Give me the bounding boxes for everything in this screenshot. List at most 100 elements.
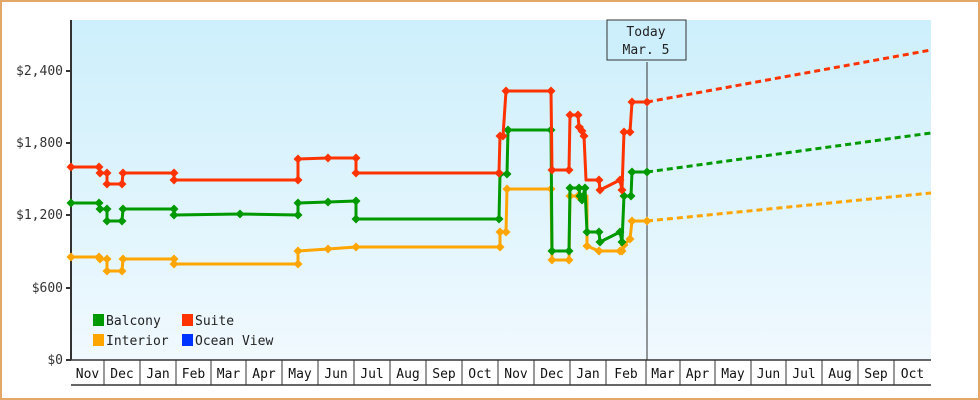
balcony-data-point[interactable] xyxy=(642,167,652,177)
balcony-data-point[interactable] xyxy=(102,204,112,214)
interior-data-point[interactable] xyxy=(547,255,557,265)
interior-data-point[interactable] xyxy=(495,227,505,237)
suite-data-point[interactable] xyxy=(323,153,333,163)
interior-data-point[interactable] xyxy=(293,259,303,269)
legend-item-label[interactable]: Balcony xyxy=(106,314,161,329)
balcony-data-point[interactable] xyxy=(351,214,361,224)
legend-item-label[interactable]: Ocean View xyxy=(195,334,273,349)
suite-data-point[interactable] xyxy=(501,86,511,96)
month-label: Oct xyxy=(901,367,924,382)
month-label: Jul xyxy=(360,367,383,382)
legend-item-label[interactable]: Suite xyxy=(195,314,234,329)
balcony-data-point[interactable] xyxy=(494,214,504,224)
suite-data-point[interactable] xyxy=(625,127,635,137)
suite-data-point[interactable] xyxy=(617,185,627,195)
suite-data-point[interactable] xyxy=(169,168,179,178)
suite-data-point[interactable] xyxy=(564,165,574,175)
balcony-data-point[interactable] xyxy=(102,216,112,226)
balcony-data-point[interactable] xyxy=(351,196,361,206)
suite-data-point[interactable] xyxy=(117,179,127,189)
interior-data-point[interactable] xyxy=(495,242,505,252)
suite-data-point[interactable] xyxy=(66,162,76,172)
suite-data-point[interactable] xyxy=(498,131,508,141)
interior-data-point[interactable] xyxy=(564,255,574,265)
interior-data-point[interactable] xyxy=(594,246,604,256)
interior-data-point[interactable] xyxy=(95,254,105,264)
y-tick-label: $600 xyxy=(32,281,63,296)
month-label: Apr xyxy=(252,367,276,382)
suite-data-point[interactable] xyxy=(619,127,629,137)
suite-data-point[interactable] xyxy=(293,175,303,185)
balcony-data-point[interactable] xyxy=(565,183,575,193)
suite-data-point[interactable] xyxy=(615,175,625,185)
balcony-data-point[interactable] xyxy=(594,227,604,237)
interior-data-point[interactable] xyxy=(501,227,511,237)
suite-data-point[interactable] xyxy=(546,86,556,96)
month-label: Sep xyxy=(864,367,888,382)
balcony-data-point[interactable] xyxy=(293,210,303,220)
interior-data-point[interactable] xyxy=(351,242,361,252)
interior-data-point[interactable] xyxy=(169,259,179,269)
balcony-data-point[interactable] xyxy=(627,167,637,177)
legend-item-label[interactable]: Interior xyxy=(106,334,169,349)
interior-data-point[interactable] xyxy=(323,244,333,254)
interior-data-point[interactable] xyxy=(117,266,127,276)
suite-data-point[interactable] xyxy=(102,179,112,189)
interior-data-point[interactable] xyxy=(627,216,637,226)
balcony-data-point[interactable] xyxy=(582,227,592,237)
balcony-data-point[interactable] xyxy=(574,183,584,193)
balcony-data-point[interactable] xyxy=(235,209,245,219)
interior-data-point[interactable] xyxy=(102,266,112,276)
balcony-data-point[interactable] xyxy=(169,204,179,214)
balcony-data-point[interactable] xyxy=(169,210,179,220)
month-label: Mar xyxy=(217,367,241,382)
balcony-data-point[interactable] xyxy=(293,198,303,208)
suite-data-point[interactable] xyxy=(94,162,104,172)
interior-forecast-line xyxy=(646,191,932,223)
suite-data-point[interactable] xyxy=(573,110,583,120)
balcony-data-point[interactable] xyxy=(615,227,625,237)
suite-data-point[interactable] xyxy=(102,168,112,178)
balcony-data-point[interactable] xyxy=(577,195,587,205)
interior-data-point[interactable] xyxy=(169,254,179,264)
suite-data-point[interactable] xyxy=(351,168,361,178)
interior-data-point[interactable] xyxy=(102,254,112,264)
month-label: Nov xyxy=(504,367,528,382)
suite-data-point[interactable] xyxy=(627,97,637,107)
y-axis: $2,400 $1,800 $1,200 $600 $0 xyxy=(16,20,72,368)
balcony-data-point[interactable] xyxy=(323,197,333,207)
suite-data-point[interactable] xyxy=(642,97,652,107)
balcony-data-point[interactable] xyxy=(118,204,128,214)
interior-data-point[interactable] xyxy=(582,241,592,251)
balcony-data-point[interactable] xyxy=(94,198,104,208)
suite-data-point[interactable] xyxy=(565,110,575,120)
balcony-data-point[interactable] xyxy=(617,237,627,247)
balcony-data-point[interactable] xyxy=(117,216,127,226)
suite-data-point[interactable] xyxy=(169,175,179,185)
balcony-data-point[interactable] xyxy=(626,191,636,201)
interior-data-point[interactable] xyxy=(118,254,128,264)
suite-data-point[interactable] xyxy=(351,153,361,163)
balcony-data-point[interactable] xyxy=(564,246,574,256)
balcony-data-point[interactable] xyxy=(595,237,605,247)
suite-data-point[interactable] xyxy=(547,165,557,175)
balcony-data-point[interactable] xyxy=(502,169,512,179)
suite-data-point[interactable] xyxy=(95,168,105,178)
suite-data-point[interactable] xyxy=(118,168,128,178)
interior-data-point[interactable] xyxy=(625,234,635,244)
suite-data-point[interactable] xyxy=(293,154,303,164)
balcony-data-point[interactable] xyxy=(66,198,76,208)
suite-data-point[interactable] xyxy=(579,131,589,141)
suite-data-point[interactable] xyxy=(594,175,604,185)
legend-swatch xyxy=(182,334,193,346)
interior-data-point[interactable] xyxy=(66,252,76,262)
interior-data-point[interactable] xyxy=(642,216,652,226)
suite-data-point[interactable] xyxy=(494,168,504,178)
suite-data-point[interactable] xyxy=(595,185,605,195)
interior-data-point[interactable] xyxy=(293,246,303,256)
balcony-data-point[interactable] xyxy=(503,125,513,135)
interior-data-point[interactable] xyxy=(502,184,512,194)
balcony-data-point[interactable] xyxy=(547,246,557,256)
balcony-data-point[interactable] xyxy=(580,183,590,193)
balcony-data-point[interactable] xyxy=(95,204,105,214)
